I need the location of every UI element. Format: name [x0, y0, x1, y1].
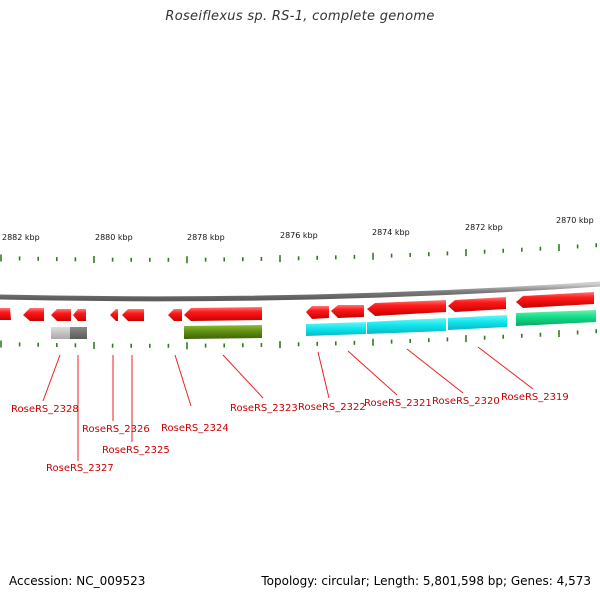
leader-line [317, 351, 330, 399]
gene-label: RoseRS_2325 [102, 445, 170, 456]
gene-arrow [110, 309, 118, 321]
leader-line [42, 354, 61, 402]
gene-label: RoseRS_2319 [501, 392, 569, 403]
gene-arrow [331, 305, 364, 318]
leader-line [477, 346, 534, 390]
gene-arrow [73, 309, 86, 321]
gray-feature [70, 327, 87, 339]
cyan-feature [448, 315, 507, 330]
gene-label: RoseRS_2320 [432, 396, 500, 407]
accession-text: Accession: NC_009523 [9, 574, 146, 588]
scale-label-2882: 2882 kbp [2, 233, 40, 242]
gene-arrow [168, 309, 182, 321]
leader-line [406, 348, 464, 394]
gene-arrow [51, 309, 71, 321]
gene-label: RoseRS_2323 [230, 403, 298, 414]
scale-label-2874: 2874 kbp [372, 228, 410, 237]
scale-label-2876: 2876 kbp [280, 231, 318, 240]
gene-arrow [23, 308, 44, 321]
gene-arrow [0, 308, 11, 320]
gene-label: RoseRS_2324 [161, 423, 229, 434]
scale-ticks-bottom [0, 329, 598, 350]
scale-label-2878: 2878 kbp [187, 233, 225, 242]
gene-leader-lines [42, 346, 534, 461]
gene-label: RoseRS_2328 [11, 404, 79, 415]
leader-line [174, 354, 192, 407]
gene-label: RoseRS_2321 [364, 398, 432, 409]
gene-arrow [122, 309, 144, 321]
scale-label-2880: 2880 kbp [95, 233, 133, 242]
gene-arrow [516, 292, 594, 308]
gene-label: RoseRS_2327 [46, 463, 114, 474]
green-feature [516, 310, 596, 326]
gene-labels: RoseRS_2328 RoseRS_2327 RoseRS_2326 Rose… [11, 392, 569, 474]
gene-arrow [184, 307, 262, 321]
genome-summary: Topology: circular; Length: 5,801,598 bp… [261, 574, 591, 588]
cyan-feature [306, 322, 366, 336]
scale-label-2872: 2872 kbp [465, 223, 503, 232]
page-title: Roseiflexus sp. RS-1, complete genome [165, 9, 435, 24]
gene-label: RoseRS_2326 [82, 424, 150, 435]
gene-arrow [367, 300, 446, 316]
leader-line [222, 354, 264, 399]
gene-label: RoseRS_2322 [298, 402, 366, 413]
leader-line [347, 350, 398, 396]
scale-labels: 2882 kbp 2880 kbp 2878 kbp 2876 kbp 2874… [2, 216, 594, 242]
scale-ticks-top [0, 243, 598, 264]
gray-feature [51, 327, 70, 339]
cyan-feature [367, 318, 446, 334]
gene-features [0, 292, 596, 339]
genome-backbone [0, 281, 600, 302]
scale-label-2870: 2870 kbp [556, 216, 594, 225]
olive-feature [184, 325, 262, 339]
gene-arrow [448, 297, 506, 312]
gene-arrow [306, 306, 329, 319]
